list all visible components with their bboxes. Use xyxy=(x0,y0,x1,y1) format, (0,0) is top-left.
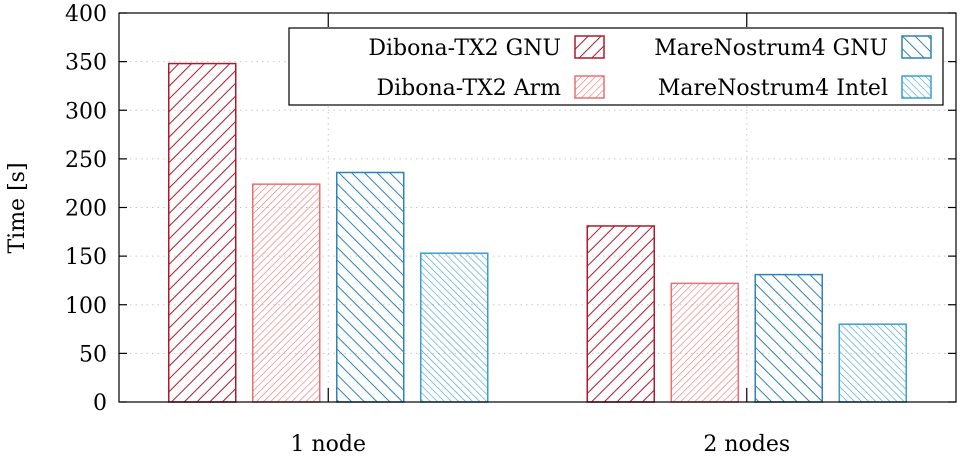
y-tick-label-350: 350 xyxy=(65,51,107,76)
bars-group xyxy=(168,62,907,403)
x-tick-label-2: 2 nodes xyxy=(703,432,790,456)
legend-swatch-1 xyxy=(574,35,605,59)
legend-swatch-2 xyxy=(574,75,605,99)
legend-label-3: MareNostrum4 GNU xyxy=(654,36,888,61)
bar-2-4 xyxy=(838,323,907,403)
y-axis-label: Time [s] xyxy=(5,162,30,253)
legend-label-2: Dibona-TX2 Arm xyxy=(376,76,561,101)
y-tick-label-100: 100 xyxy=(65,294,107,319)
y-tick-label-300: 300 xyxy=(65,99,107,124)
bar-1-2 xyxy=(252,183,321,403)
bar-1-1 xyxy=(168,62,237,403)
bar-2-2 xyxy=(670,282,739,403)
bar-2-3 xyxy=(754,273,823,403)
x-tick-labels: 1 node 2 nodes xyxy=(290,432,790,457)
y-tick-label-150: 150 xyxy=(65,245,107,270)
legend-label-4: MareNostrum4 Intel xyxy=(658,76,888,101)
legend-box xyxy=(288,27,944,106)
bar-2-1 xyxy=(586,225,655,403)
legend-label-1: Dibona-TX2 GNU xyxy=(368,36,561,61)
x-tick-label-1: 1 node xyxy=(290,432,366,456)
legend: Dibona-TX2 GNU Dibona-TX2 Arm MareNostrum4… xyxy=(288,27,944,106)
legend-swatch-4 xyxy=(901,75,932,99)
y-tick-label-400: 400 xyxy=(65,2,107,27)
y-tick-label-0: 0 xyxy=(93,391,107,416)
y-tick-labels: 0 50 100 150 200 250 300 350 400 xyxy=(65,2,107,416)
bar-1-4 xyxy=(420,252,489,403)
y-tick-label-50: 50 xyxy=(79,342,107,367)
bar-1-3 xyxy=(336,171,405,403)
y-tick-label-250: 250 xyxy=(65,148,107,173)
axes-group xyxy=(118,12,957,403)
y-tick-label-200: 200 xyxy=(65,197,107,222)
legend-swatch-3 xyxy=(901,35,932,59)
